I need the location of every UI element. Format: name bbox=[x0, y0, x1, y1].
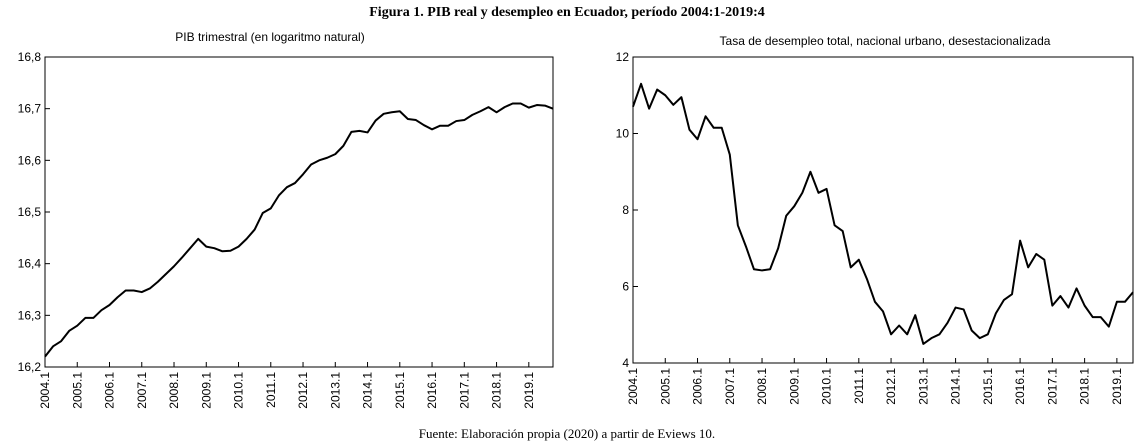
y-tick-label: 16,6 bbox=[18, 153, 42, 167]
x-tick-label: 2018.1 bbox=[490, 372, 504, 409]
x-tick-label: 2011.1 bbox=[852, 368, 866, 404]
x-tick-label: 2015.1 bbox=[981, 368, 995, 405]
x-tick-label: 2019.1 bbox=[522, 372, 536, 409]
plot-frame bbox=[44, 56, 554, 368]
data-line bbox=[632, 82, 1134, 345]
x-tick-label: 2013.1 bbox=[916, 368, 930, 405]
y-tick-label: 12 bbox=[616, 50, 630, 64]
y-tick-label: 16,3 bbox=[18, 308, 42, 322]
x-tick-label: 2016.1 bbox=[1013, 368, 1027, 405]
x-tick-label: 2010.1 bbox=[232, 372, 246, 409]
x-tick-label: 2006.1 bbox=[691, 368, 705, 405]
x-tick-label: 2009.1 bbox=[787, 368, 801, 405]
plot-frame bbox=[632, 56, 1134, 364]
y-tick-label: 16,4 bbox=[18, 257, 42, 271]
x-tick-label: 2015.1 bbox=[393, 372, 407, 409]
x-tick-label: 2008.1 bbox=[755, 368, 769, 405]
x-tick-label: 2010.1 bbox=[820, 368, 834, 405]
y-tick-label: 4 bbox=[622, 356, 629, 370]
x-tick-label: 2004.1 bbox=[626, 368, 640, 405]
chart-subtitle: Tasa de desempleo total, nacional urbano… bbox=[720, 34, 1051, 48]
x-tick-label: 2009.1 bbox=[199, 372, 213, 409]
x-tick-label: 2014.1 bbox=[361, 372, 375, 409]
x-tick-label: 2018.1 bbox=[1078, 368, 1092, 405]
x-tick-label: 2012.1 bbox=[884, 368, 898, 405]
x-tick-label: 2013.1 bbox=[328, 372, 342, 409]
x-tick-label: 2008.1 bbox=[167, 372, 181, 409]
x-tick-label: 2004.1 bbox=[38, 372, 52, 409]
y-tick-label: 16,7 bbox=[18, 102, 42, 116]
x-tick-label: 2012.1 bbox=[296, 372, 310, 409]
y-tick-label: 6 bbox=[622, 280, 629, 294]
y-tick-label: 16,2 bbox=[18, 360, 42, 374]
x-tick-label: 2007.1 bbox=[723, 368, 737, 405]
x-tick-label: 2007.1 bbox=[135, 372, 149, 409]
x-tick-label: 2019.1 bbox=[1110, 368, 1124, 405]
source-note: Fuente: Elaboración propia (2020) a part… bbox=[419, 426, 715, 441]
data-line bbox=[44, 102, 554, 358]
y-tick-label: 10 bbox=[616, 127, 630, 141]
x-tick-label: 2016.1 bbox=[425, 372, 439, 409]
x-tick-label: 2017.1 bbox=[1045, 368, 1059, 405]
x-tick-label: 2005.1 bbox=[658, 368, 672, 405]
y-tick-label: 16,8 bbox=[18, 50, 42, 64]
x-tick-label: 2006.1 bbox=[103, 372, 117, 409]
x-tick-label: 2014.1 bbox=[949, 368, 963, 405]
x-tick-label: 2005.1 bbox=[70, 372, 84, 409]
x-tick-label: 2011.1 bbox=[264, 372, 278, 408]
y-tick-label: 8 bbox=[622, 203, 629, 217]
y-tick-label: 16,5 bbox=[18, 205, 42, 219]
x-tick-label: 2017.1 bbox=[457, 372, 471, 409]
figure-title: Figura 1. PIB real y desempleo en Ecuado… bbox=[369, 5, 765, 20]
chart-subtitle: PIB trimestral (en logaritmo natural) bbox=[175, 30, 364, 44]
